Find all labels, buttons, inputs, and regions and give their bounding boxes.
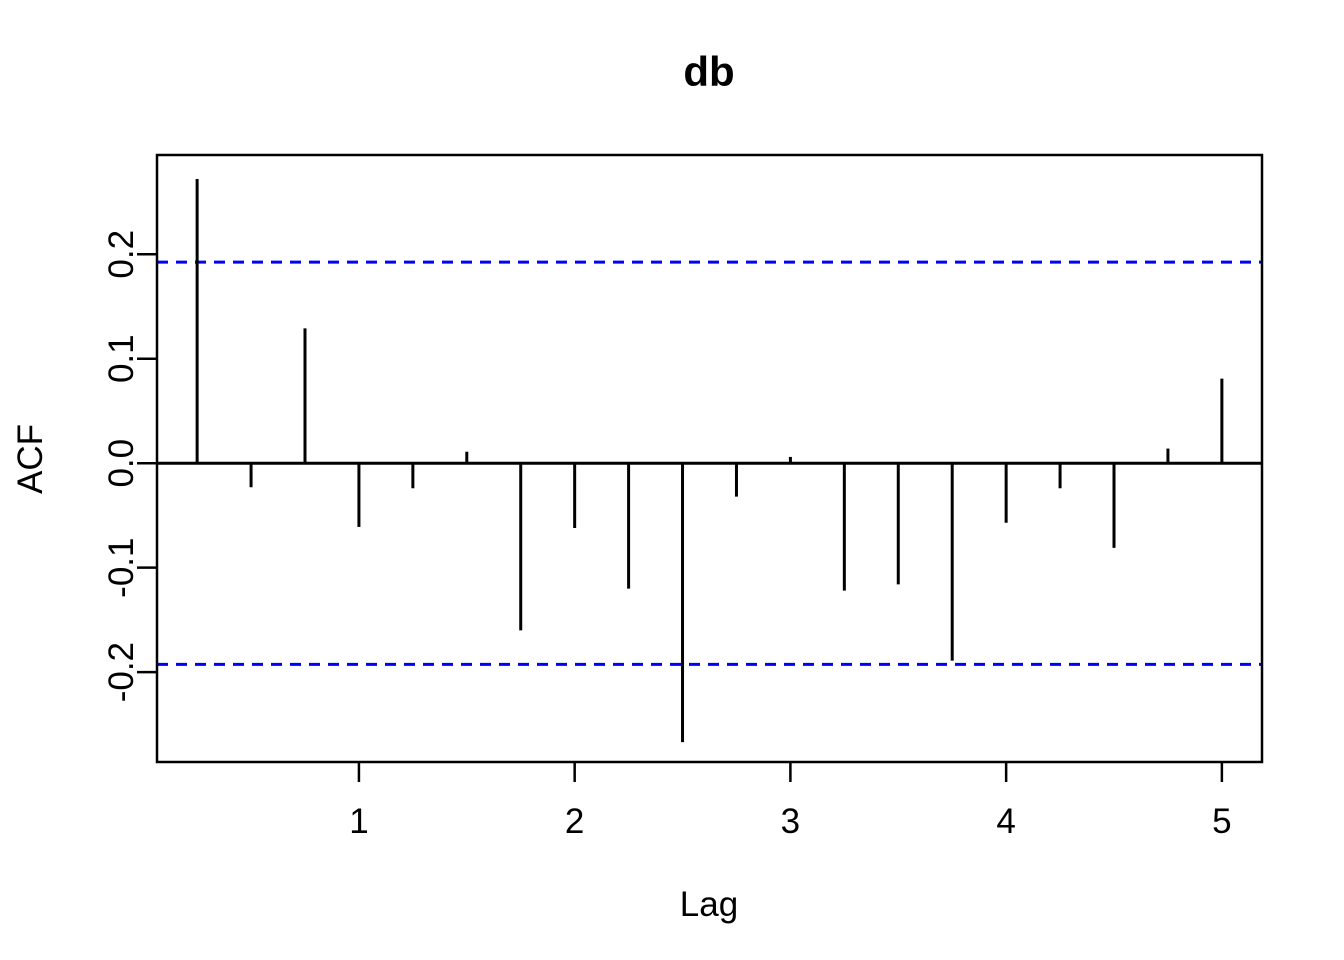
x-tick-label: 5: [1212, 802, 1231, 841]
y-tick-label: -0.2: [102, 642, 141, 702]
y-tick-label: 0.1: [102, 334, 141, 383]
y-tick-label: -0.1: [102, 538, 141, 598]
axis-ticks: [137, 253, 1224, 782]
y-tick-label: 0.2: [102, 230, 141, 279]
confidence-bounds: [157, 260, 1262, 666]
x-axis-label: Lag: [680, 885, 738, 924]
y-tick-label: 0.0: [102, 439, 141, 488]
x-tick-label: 1: [349, 802, 368, 841]
axis-tick-labels: 1 2 3 4 5 -0.2 -0.1 0.0 0.1 0.2: [102, 230, 1232, 841]
x-tick-label: 4: [996, 802, 1015, 841]
x-tick-label: 2: [565, 802, 584, 841]
x-tick-label: 3: [781, 802, 800, 841]
acf-stems: [195, 179, 1224, 743]
y-axis-label: ACF: [11, 424, 50, 494]
plot-border: [155, 153, 1264, 764]
chart-title: db: [683, 48, 734, 95]
plot-border-group: [155, 153, 1264, 764]
